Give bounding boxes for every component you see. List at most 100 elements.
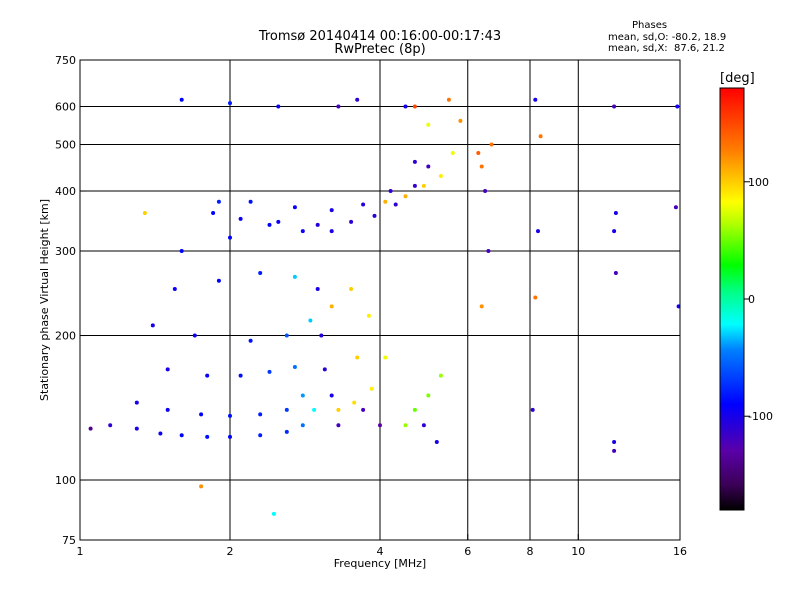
- data-point: [267, 222, 272, 227]
- x-tick-label: 8: [527, 545, 534, 558]
- data-point: [426, 393, 431, 398]
- data-point: [134, 400, 139, 405]
- data-point: [329, 304, 334, 309]
- data-point: [421, 183, 426, 188]
- grid-lines: [80, 60, 680, 540]
- data-point: [199, 484, 204, 489]
- data-point: [88, 426, 93, 431]
- data-point: [216, 278, 221, 283]
- axes: 1 2 4 6 8 10 16 75 100 200 300 400 500 600 750: [55, 54, 687, 558]
- data-point: [336, 407, 341, 412]
- colorbar-tick-label: 0: [748, 293, 755, 306]
- data-point: [412, 183, 417, 188]
- data-point: [165, 407, 170, 412]
- data-point: [228, 413, 232, 418]
- data-point: [300, 423, 305, 428]
- data-point: [228, 434, 232, 439]
- data-point: [483, 189, 488, 193]
- data-point: [292, 365, 297, 369]
- x-tick-label: 16: [673, 545, 687, 558]
- data-point: [426, 122, 431, 127]
- data-point: [383, 199, 388, 204]
- data-point: [533, 295, 538, 300]
- data-point: [158, 431, 163, 436]
- data-point: [530, 407, 535, 412]
- x-tick-label: 4: [377, 545, 384, 558]
- data-point: [284, 407, 289, 412]
- data-point: [383, 355, 388, 360]
- y-tick-label: 300: [55, 245, 76, 258]
- data-point: [412, 159, 417, 164]
- data-point: [300, 229, 305, 234]
- data-point: [199, 412, 204, 417]
- data-point: [248, 199, 253, 204]
- chart-subtitle: RwPretec (8p): [334, 42, 426, 57]
- data-point: [312, 407, 317, 412]
- data-points: [88, 97, 681, 516]
- data-point: [276, 104, 281, 109]
- data-point: [329, 208, 334, 213]
- colorbar-tick-label: 100: [748, 176, 769, 189]
- data-point: [165, 367, 170, 372]
- y-tick-label: 750: [55, 54, 76, 67]
- data-point: [476, 151, 481, 155]
- y-tick-label: 75: [62, 534, 76, 547]
- data-point: [352, 400, 357, 405]
- data-point: [336, 104, 341, 109]
- data-point: [292, 274, 297, 279]
- y-tick-label: 600: [55, 101, 76, 114]
- data-point: [612, 440, 617, 444]
- data-point: [458, 118, 463, 123]
- data-point: [355, 97, 360, 102]
- colorbar-ticks: 100 0 -100 [deg]: [720, 71, 773, 423]
- data-point: [228, 101, 232, 106]
- data-point: [393, 202, 398, 207]
- data-point: [349, 219, 354, 224]
- data-point: [412, 407, 417, 412]
- data-point: [361, 407, 366, 412]
- data-point: [108, 423, 113, 428]
- data-point: [308, 318, 313, 323]
- data-point: [355, 355, 360, 360]
- data-point: [271, 511, 276, 516]
- data-point: [292, 205, 297, 210]
- data-point: [426, 164, 431, 169]
- data-point: [228, 235, 232, 240]
- y-tick-label: 200: [55, 330, 76, 343]
- data-point: [673, 205, 678, 210]
- data-point: [322, 367, 327, 372]
- colorbar: [719, 87, 745, 511]
- data-point: [205, 434, 210, 439]
- data-point: [438, 373, 443, 378]
- data-point: [446, 97, 451, 102]
- data-point: [319, 333, 324, 338]
- data-point: [421, 423, 426, 428]
- y-tick-label: 400: [55, 185, 76, 198]
- data-point: [205, 373, 210, 378]
- data-point: [248, 338, 253, 343]
- y-tick-label: 100: [55, 474, 76, 487]
- colorbar-tick-label: -100: [748, 410, 773, 423]
- data-point: [179, 249, 184, 253]
- phases-o-stats: mean, sd,O: -80.2, 18.9: [608, 32, 727, 43]
- x-axis-label: Frequency [MHz]: [334, 557, 426, 570]
- data-point: [315, 222, 320, 227]
- data-point: [284, 429, 289, 434]
- data-point: [369, 386, 374, 391]
- data-point: [361, 202, 366, 207]
- data-point: [315, 287, 320, 291]
- x-tick-label: 2: [227, 545, 234, 558]
- data-point: [388, 189, 393, 193]
- data-point: [300, 393, 305, 398]
- data-point: [267, 369, 272, 374]
- data-point: [179, 97, 184, 102]
- data-point: [329, 393, 334, 398]
- x-tick-label: 1: [77, 545, 84, 558]
- data-point: [412, 104, 417, 109]
- data-point: [403, 423, 408, 428]
- phases-x-stats: mean, sd,X: 87.6, 21.2: [608, 43, 725, 54]
- data-point: [536, 229, 540, 234]
- colorbar-label: [deg]: [720, 71, 755, 86]
